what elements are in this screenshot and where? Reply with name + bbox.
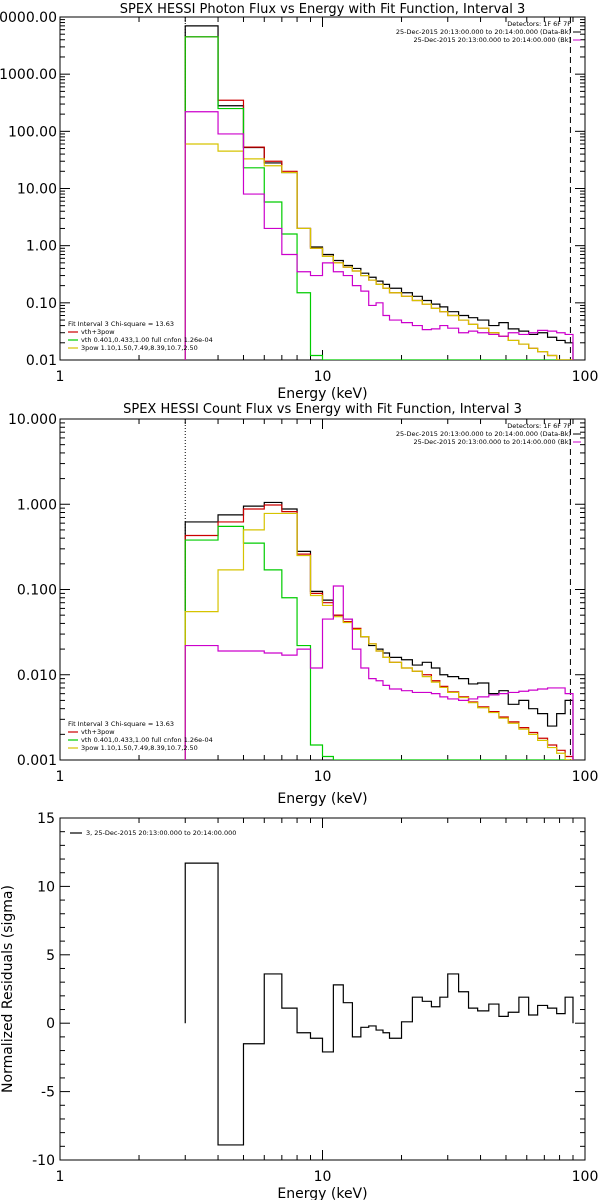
y-tick-label: 1.000 [17,497,57,513]
legend: Fit Interval 3 Chi-square = 13.63 vth+3p… [68,320,213,352]
legend-header: Fit Interval 3 Chi-square = 13.63 [68,320,174,328]
x-axis: 1 10 100 [56,419,599,785]
x-tick-label: 100 [572,769,599,785]
legend-item-3pow: 3pow 1.10,1.50,7.49,8.39,10.7,2.50 [81,744,198,752]
y-tick-label: -10 [32,1153,55,1169]
interval-label-data-bk: 25-Dec-2015 20:13:00.000 to 20:14:00.000… [396,28,571,36]
plot-area: 1 10 100 0.001 0.010 0.100 1.000 10.000 [8,412,598,785]
axes-frame [59,817,586,1161]
x-axis-label: Energy (keV) [277,1186,367,1200]
y-tick-label: 0.100 [17,583,57,599]
legend-item-vth: vth 0.401,0.433,1.00 full cnfon 1.26e-04 [81,736,213,744]
plot-area: 1 10 100 -10 -5 0 5 10 15 [32,811,598,1185]
x-axis-label: Energy (keV) [277,386,367,402]
y-axis: -10 -5 0 5 10 15 [32,811,585,1169]
legend-item-3pow: 3pow 1.10,1.50,7.49,8.39,10.7,2.50 [81,344,198,352]
series-vth [184,36,574,360]
x-axis: 1 10 100 [56,818,599,1185]
legend-item-vth-3pow: vth+3pow [81,328,115,336]
y-tick-label: 10000.00 [0,10,57,26]
axes-frame [59,16,586,361]
chart-title: SPEX HESSI Photon Flux vs Energy with Fi… [120,2,526,17]
x-tick-label: 1 [56,769,65,785]
chart-title: SPEX HESSI Count Flux vs Energy with Fit… [123,402,522,417]
y-axis: 0.01 0.10 1.00 10.00 100.00 1000.00 10000.00 [0,10,585,369]
interval-label-bk: 25-Dec-2015 20:13:00.000 to 20:14:00.000… [414,36,572,44]
legend-item-vth-3pow: vth+3pow [81,728,115,736]
x-tick-label: 10 [314,369,332,385]
series-vth+3pow [184,36,574,360]
header-info: Detectors: 1F 6F 7F 25-Dec-2015 20:13:00… [396,422,581,446]
x-tick-label: 1 [56,369,65,385]
x-tick-label: 10 [314,769,332,785]
series-group [184,862,574,1146]
legend-header: Fit Interval 3 Chi-square = 13.63 [68,720,174,728]
y-tick-label: 1.00 [26,239,57,255]
series-background [184,585,574,760]
legend-item-interval: 3, 25-Dec-2015 20:13:00.000 to 20:14:00.… [86,829,236,837]
residuals-panel: 1 10 100 -10 -5 0 5 10 15 3, 25-Dec-2015 20:13:0… [0,811,598,1200]
photon-flux-panel: SPEX HESSI Photon Flux vs Energy with Fi… [0,2,598,402]
series-3pow [184,512,574,760]
y-axis: 0.001 0.010 0.100 1.000 10.000 [8,412,585,769]
count-flux-panel: SPEX HESSI Count Flux vs Energy with Fit… [8,402,598,807]
x-tick-label: 100 [572,369,599,385]
y-tick-label: 5 [46,948,55,964]
interval-label-data-bk: 25-Dec-2015 20:13:00.000 to 20:14:00.000… [396,430,571,438]
y-tick-label: 10.00 [17,182,57,198]
y-tick-label: 0.001 [17,753,57,769]
series-3pow [184,143,574,360]
detector-label: Detectors: 1F 6F 7F [507,20,571,28]
x-tick-label: 100 [572,1169,599,1185]
x-axis-label: Energy (keV) [277,791,367,807]
y-tick-label: 0.01 [26,353,57,369]
series-group [184,25,574,360]
series-residuals [184,862,574,1146]
y-tick-label: 10.000 [8,412,57,428]
y-tick-label: 0 [46,1016,55,1032]
legend-item-vth: vth 0.401,0.433,1.00 full cnfon 1.26e-04 [81,336,213,344]
y-tick-label: -5 [41,1085,55,1101]
detector-label: Detectors: 1F 6F 7F [507,422,571,430]
plot-area: 1 10 100 0.01 0.10 1.00 10.00 100.00 1000.00 1000… [0,10,598,385]
y-tick-label: 100.00 [8,124,57,140]
series-data [184,501,574,760]
y-tick-label: 10 [37,879,55,895]
series-vth [184,525,574,760]
y-axis-label: Normalized Residuals (sigma) [0,885,16,1093]
series-group [184,501,574,760]
interval-label-bk: 25-Dec-2015 20:13:00.000 to 20:14:00.000… [414,438,572,446]
x-tick-label: 10 [314,1169,332,1185]
x-axis: 1 10 100 [56,17,599,385]
legend: 3, 25-Dec-2015 20:13:00.000 to 20:14:00.… [70,829,236,837]
legend: Fit Interval 3 Chi-square = 13.63 vth+3p… [68,720,213,752]
x-tick-label: 1 [56,1169,65,1185]
y-tick-label: 1000.00 [0,67,57,83]
header-info: Detectors: 1F 6F 7F 25-Dec-2015 20:13:00… [396,20,581,44]
y-tick-label: 15 [37,811,55,827]
series-background [184,111,574,360]
y-tick-label: 0.010 [17,668,57,684]
axes-frame [59,418,586,761]
y-tick-label: 0.10 [26,296,57,312]
